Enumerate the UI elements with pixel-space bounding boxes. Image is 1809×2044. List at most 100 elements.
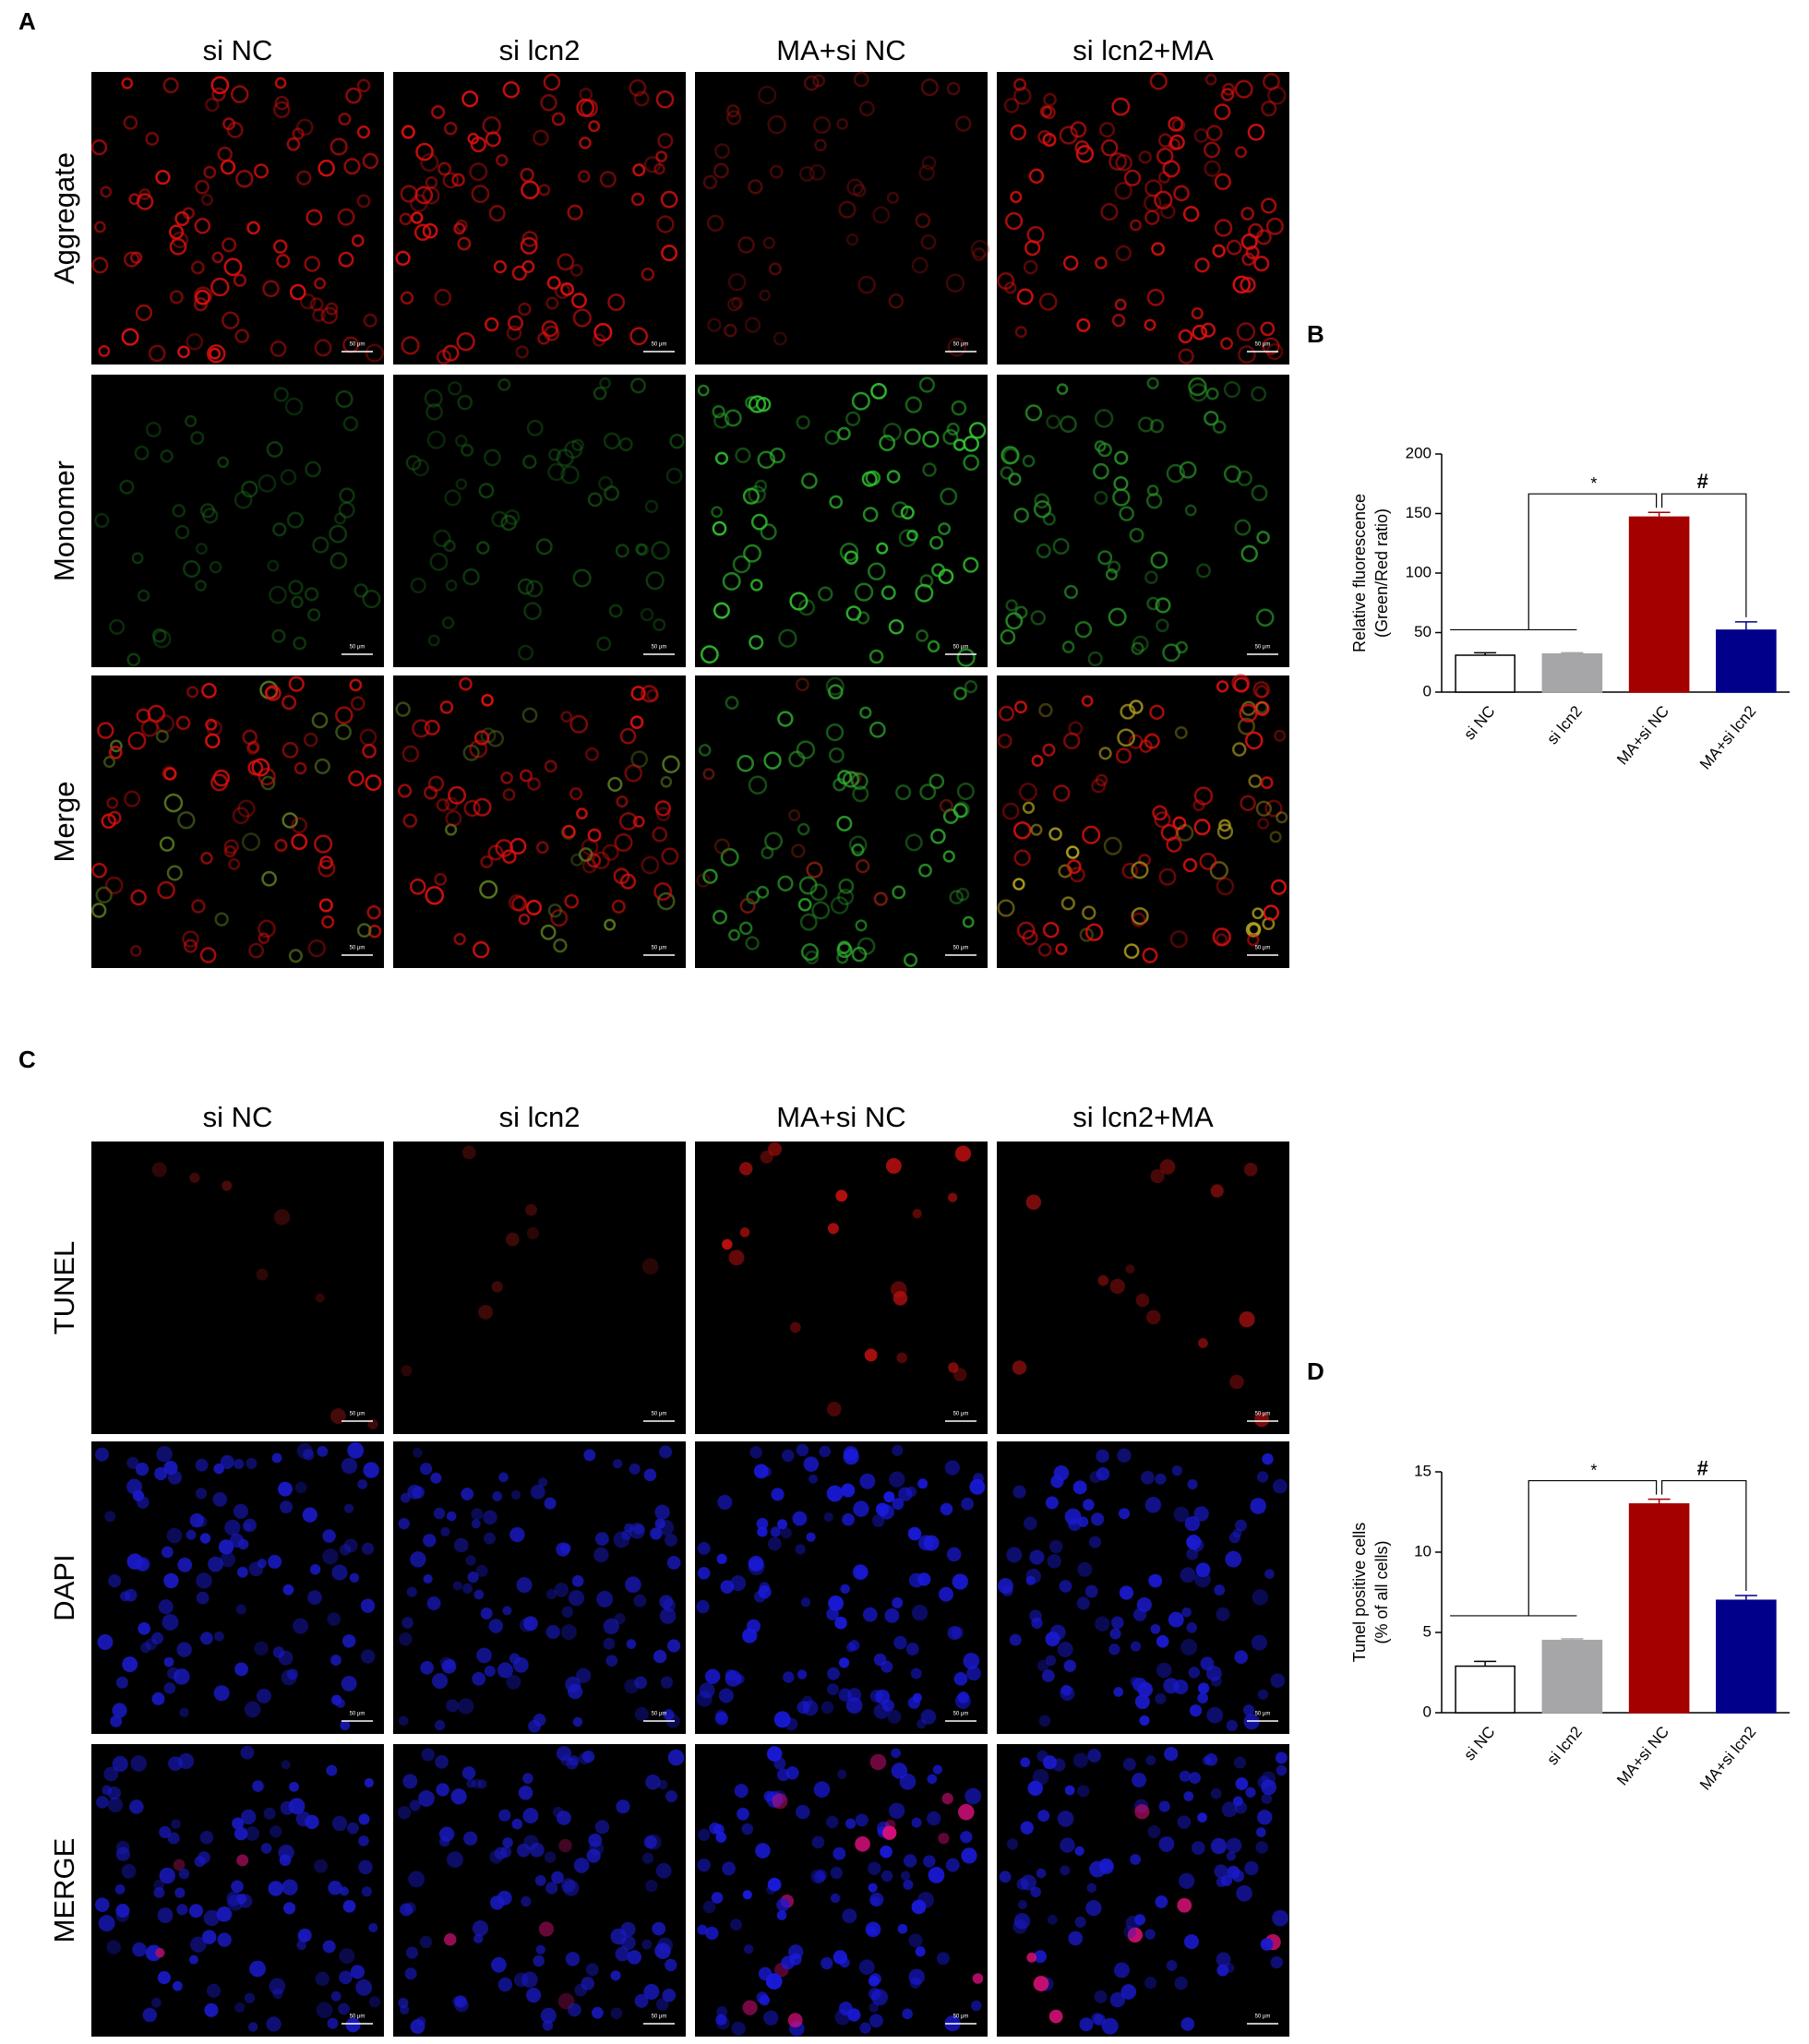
cell (1098, 747, 1112, 760)
cell (620, 1921, 636, 1937)
column-label: si lcn2 (499, 1101, 581, 1133)
cell (155, 169, 171, 185)
cell (321, 914, 335, 929)
cell (230, 85, 249, 103)
cell (798, 876, 818, 895)
cell (900, 505, 915, 520)
cell (545, 296, 559, 310)
cell (262, 280, 280, 298)
cell (593, 1547, 609, 1563)
cell (654, 1504, 670, 1520)
cell (629, 327, 649, 346)
cell (1263, 904, 1279, 921)
cell (879, 435, 896, 452)
cell (1180, 1638, 1198, 1656)
cell (633, 90, 650, 107)
cell (422, 222, 438, 239)
cell (869, 649, 884, 664)
cell (696, 873, 711, 888)
cell (240, 1745, 255, 1760)
cell (1275, 1751, 1288, 1764)
cell (161, 1546, 174, 1559)
cell (699, 1682, 715, 1699)
cell (906, 530, 918, 542)
cell (1057, 1811, 1074, 1827)
cell (1216, 877, 1235, 896)
cell (206, 720, 222, 736)
cell (492, 1491, 503, 1501)
cell (1046, 414, 1060, 429)
cell (200, 852, 213, 865)
cell (773, 1757, 786, 1770)
cell (477, 1779, 487, 1789)
cell (400, 1903, 413, 1917)
cell (266, 2016, 282, 2032)
cell (587, 828, 602, 843)
cell (424, 719, 440, 735)
cell (1033, 1976, 1049, 1991)
image-background (695, 675, 988, 968)
cell (1222, 82, 1235, 96)
cell (881, 1870, 893, 1883)
cell (220, 1551, 236, 1568)
cell (223, 839, 239, 855)
cell (278, 1481, 293, 1497)
cell (1013, 508, 1029, 523)
cell (297, 1932, 308, 1943)
scale-bar-label: 50 μm (652, 2014, 667, 2020)
cell (1231, 742, 1247, 757)
column-label: si lcn2+MA (1072, 34, 1214, 66)
cell (234, 2002, 246, 2013)
cell (970, 239, 989, 259)
cell (1234, 519, 1252, 536)
cell (1158, 1800, 1170, 1812)
cell (956, 783, 975, 801)
cell (837, 1769, 847, 1779)
cell (107, 1797, 124, 1813)
cell (731, 296, 744, 309)
cell (1076, 1596, 1090, 1610)
cell (112, 1703, 127, 1718)
cell (182, 930, 199, 948)
cell (130, 889, 147, 906)
cell (1255, 1841, 1268, 1854)
cell (353, 583, 368, 598)
cell (317, 859, 336, 878)
cell (757, 1526, 768, 1537)
cell (355, 1978, 373, 1996)
cell (1144, 318, 1156, 331)
cell (962, 915, 975, 928)
cell (421, 1748, 435, 1762)
cell (1097, 550, 1113, 566)
cell (813, 1871, 826, 1883)
cell (618, 812, 638, 831)
cell (398, 1806, 412, 1820)
cell (761, 1466, 773, 1477)
cell (616, 795, 629, 808)
cell (535, 1944, 545, 1954)
cell (176, 1904, 188, 1916)
cell (749, 635, 764, 651)
cell (1144, 1977, 1157, 1990)
cell (400, 2004, 410, 2014)
cell (1261, 1793, 1273, 1804)
cell (1157, 171, 1171, 184)
cell (114, 1883, 126, 1895)
cell (903, 952, 918, 967)
cell (489, 1849, 503, 1864)
cell (242, 729, 258, 746)
cell (190, 1936, 207, 1953)
cell (797, 1669, 808, 1679)
cell (434, 873, 448, 886)
image-background (91, 675, 384, 968)
cell (1187, 1478, 1198, 1489)
cell (654, 800, 672, 817)
cell (236, 1566, 248, 1578)
cell (767, 114, 786, 135)
cell (585, 1963, 599, 1977)
cell (963, 436, 979, 452)
cell (944, 1460, 960, 1476)
cell (322, 1940, 336, 1954)
cell (946, 81, 961, 96)
cell (361, 1542, 375, 1555)
